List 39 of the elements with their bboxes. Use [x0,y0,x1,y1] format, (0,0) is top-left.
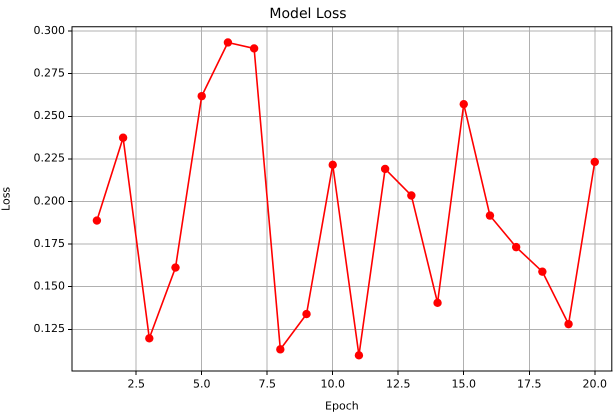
point [354,351,364,360]
x-tick-label: 17.5 [517,377,542,390]
point [538,267,547,276]
x-tick-label: 7.5 [258,377,276,390]
y-tick-label: 0.200 [34,194,65,208]
x-tick-label: 2.5 [127,377,145,390]
y-axis-title: Loss [0,186,12,211]
point [302,310,311,318]
point [433,298,442,308]
x-tick-label: 15.0 [452,377,476,390]
y-tick-label: 0.300 [34,24,65,37]
x-tick-label: 10.0 [320,377,345,390]
point [276,345,285,354]
chart-title: Model Loss [269,6,347,22]
point [380,164,390,174]
y-tick-label: 0.175 [34,236,65,250]
point [198,92,206,100]
point [460,100,468,108]
y-tick-label: 0.225 [34,152,65,165]
point [250,44,258,53]
point [486,211,494,220]
point [145,334,154,342]
x-tick-label: 20.0 [582,377,608,390]
point [118,134,128,142]
point [590,158,599,166]
point [171,263,180,272]
y-tick-label: 0.150 [34,280,65,293]
point [564,320,573,328]
y-tick-label: 0.125 [34,322,65,336]
x-tick-label: 5.0 [192,377,210,390]
y-tick-label: 0.250 [34,109,65,122]
point [92,216,102,225]
y-tick-label: 0.275 [34,66,65,80]
point [407,191,416,200]
point [512,242,520,252]
point [224,38,232,47]
x-axis-title: Epoch [325,399,359,412]
x-tick-label: 12.5 [386,377,410,390]
point [328,160,337,170]
